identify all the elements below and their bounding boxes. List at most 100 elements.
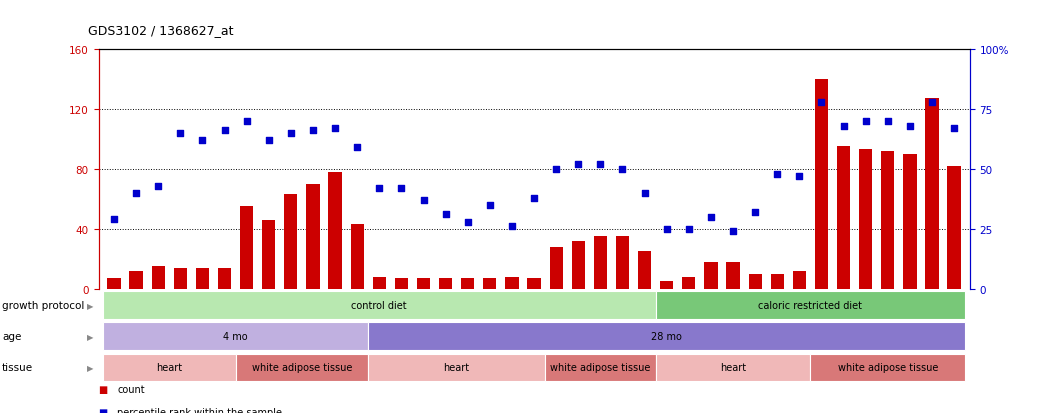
Text: ■: ■ — [99, 407, 108, 413]
Point — [106, 216, 122, 223]
Text: ▶: ▶ — [87, 332, 93, 341]
Bar — [395, 279, 408, 289]
Text: percentile rank within the sample: percentile rank within the sample — [117, 407, 282, 413]
Text: control diet: control diet — [352, 301, 408, 311]
Point — [725, 228, 741, 235]
Bar — [351, 225, 364, 289]
Bar — [948, 166, 960, 289]
Bar — [103, 354, 235, 382]
Point — [548, 166, 564, 173]
Point — [791, 173, 808, 180]
Point — [835, 123, 851, 130]
Point — [172, 130, 189, 137]
Bar — [881, 151, 895, 289]
Bar — [235, 354, 368, 382]
Bar — [704, 262, 718, 289]
Text: count: count — [117, 384, 145, 394]
Text: 4 mo: 4 mo — [223, 332, 248, 342]
Point — [946, 125, 962, 132]
Text: ▶: ▶ — [87, 363, 93, 372]
Bar — [368, 323, 965, 351]
Text: age: age — [2, 332, 22, 342]
Bar — [306, 184, 319, 289]
Point — [614, 166, 630, 173]
Bar — [792, 271, 806, 289]
Bar — [103, 292, 655, 320]
Point — [150, 183, 167, 190]
Text: ▶: ▶ — [87, 301, 93, 310]
Text: heart: heart — [444, 363, 470, 373]
Point — [658, 226, 675, 233]
Text: tissue: tissue — [2, 363, 33, 373]
Point — [260, 137, 277, 144]
Point — [327, 125, 343, 132]
Point — [879, 118, 896, 125]
Point — [415, 197, 431, 204]
Point — [282, 130, 299, 137]
Bar — [461, 279, 474, 289]
Bar — [682, 277, 696, 289]
Point — [747, 209, 763, 216]
Point — [459, 219, 476, 225]
Text: white adipose tissue: white adipose tissue — [838, 363, 938, 373]
Text: GDS3102 / 1368627_at: GDS3102 / 1368627_at — [88, 24, 233, 37]
Point — [438, 211, 454, 218]
Point — [703, 214, 720, 221]
Bar — [749, 274, 762, 289]
Point — [305, 128, 321, 134]
Bar — [483, 279, 497, 289]
Bar — [655, 292, 965, 320]
Point — [637, 190, 653, 197]
Text: white adipose tissue: white adipose tissue — [252, 363, 353, 373]
Bar — [262, 220, 276, 289]
Point — [348, 145, 365, 151]
Text: caloric restricted diet: caloric restricted diet — [758, 301, 863, 311]
Bar — [196, 268, 209, 289]
Point — [813, 99, 830, 106]
Bar — [528, 279, 540, 289]
Bar — [616, 237, 629, 289]
Point — [481, 202, 498, 209]
Point — [858, 118, 874, 125]
Bar — [726, 262, 739, 289]
Bar — [837, 147, 850, 289]
Text: growth protocol: growth protocol — [2, 301, 84, 311]
Bar — [810, 354, 965, 382]
Bar — [505, 277, 518, 289]
Text: heart: heart — [157, 363, 183, 373]
Text: 28 mo: 28 mo — [651, 332, 682, 342]
Bar — [903, 154, 917, 289]
Point — [128, 190, 144, 197]
Bar — [368, 354, 545, 382]
Bar — [545, 354, 655, 382]
Bar — [925, 99, 938, 289]
Bar — [108, 279, 120, 289]
Bar — [770, 274, 784, 289]
Bar — [594, 237, 607, 289]
Bar — [284, 195, 298, 289]
Bar — [173, 268, 187, 289]
Point — [592, 161, 609, 168]
Point — [924, 99, 941, 106]
Point — [371, 185, 388, 192]
Bar — [859, 150, 872, 289]
Bar — [329, 172, 342, 289]
Bar — [151, 267, 165, 289]
Bar — [439, 279, 452, 289]
Point — [504, 223, 521, 230]
Point — [769, 171, 786, 178]
Bar — [638, 252, 651, 289]
Point — [194, 137, 211, 144]
Point — [680, 226, 697, 233]
Bar — [655, 354, 810, 382]
Bar — [571, 241, 585, 289]
Text: heart: heart — [720, 363, 746, 373]
Bar — [240, 207, 253, 289]
Point — [570, 161, 587, 168]
Bar — [815, 79, 829, 289]
Bar — [130, 271, 143, 289]
Bar — [417, 279, 430, 289]
Text: ■: ■ — [99, 384, 108, 394]
Bar — [372, 277, 386, 289]
Point — [901, 123, 918, 130]
